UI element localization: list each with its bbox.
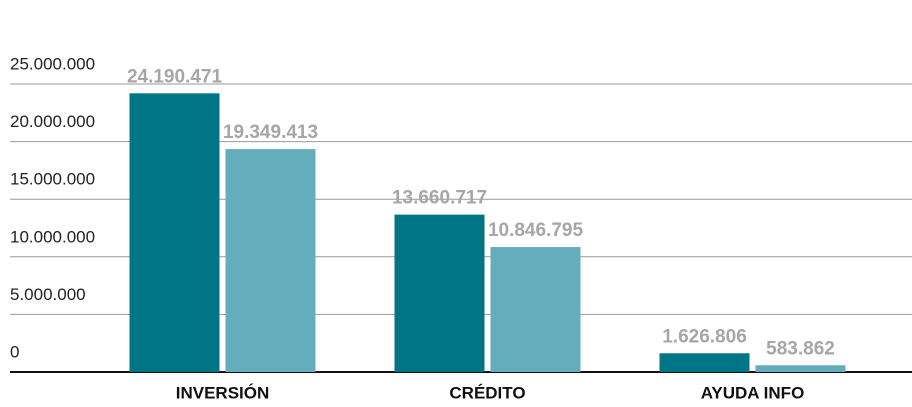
y-tick-label: 20.000.000 xyxy=(10,112,95,131)
bar xyxy=(394,214,485,372)
bar xyxy=(129,93,220,372)
value-label: 10.846.795 xyxy=(488,220,584,241)
value-label: 24.190.471 xyxy=(127,66,223,87)
bar xyxy=(659,353,750,372)
y-tick-label: 25.000.000 xyxy=(10,54,95,73)
value-label: 1.626.806 xyxy=(662,326,747,347)
y-tick-label: 5.000.000 xyxy=(10,285,86,304)
value-label: 13.660.717 xyxy=(392,188,487,209)
bar xyxy=(755,365,846,372)
value-label: 583.862 xyxy=(766,338,835,359)
y-tick-label: 10.000.000 xyxy=(10,227,95,246)
bar xyxy=(225,149,316,372)
value-label: 19.349.413 xyxy=(223,122,318,143)
x-tick-label: INVERSIÓN xyxy=(176,383,270,402)
x-tick-label: AYUDA INFO xyxy=(701,383,805,402)
y-tick-label: 15.000.000 xyxy=(10,170,95,189)
x-tick-label: CRÉDITO xyxy=(449,383,525,402)
y-tick-label: 0 xyxy=(10,342,19,361)
bar xyxy=(490,247,581,372)
